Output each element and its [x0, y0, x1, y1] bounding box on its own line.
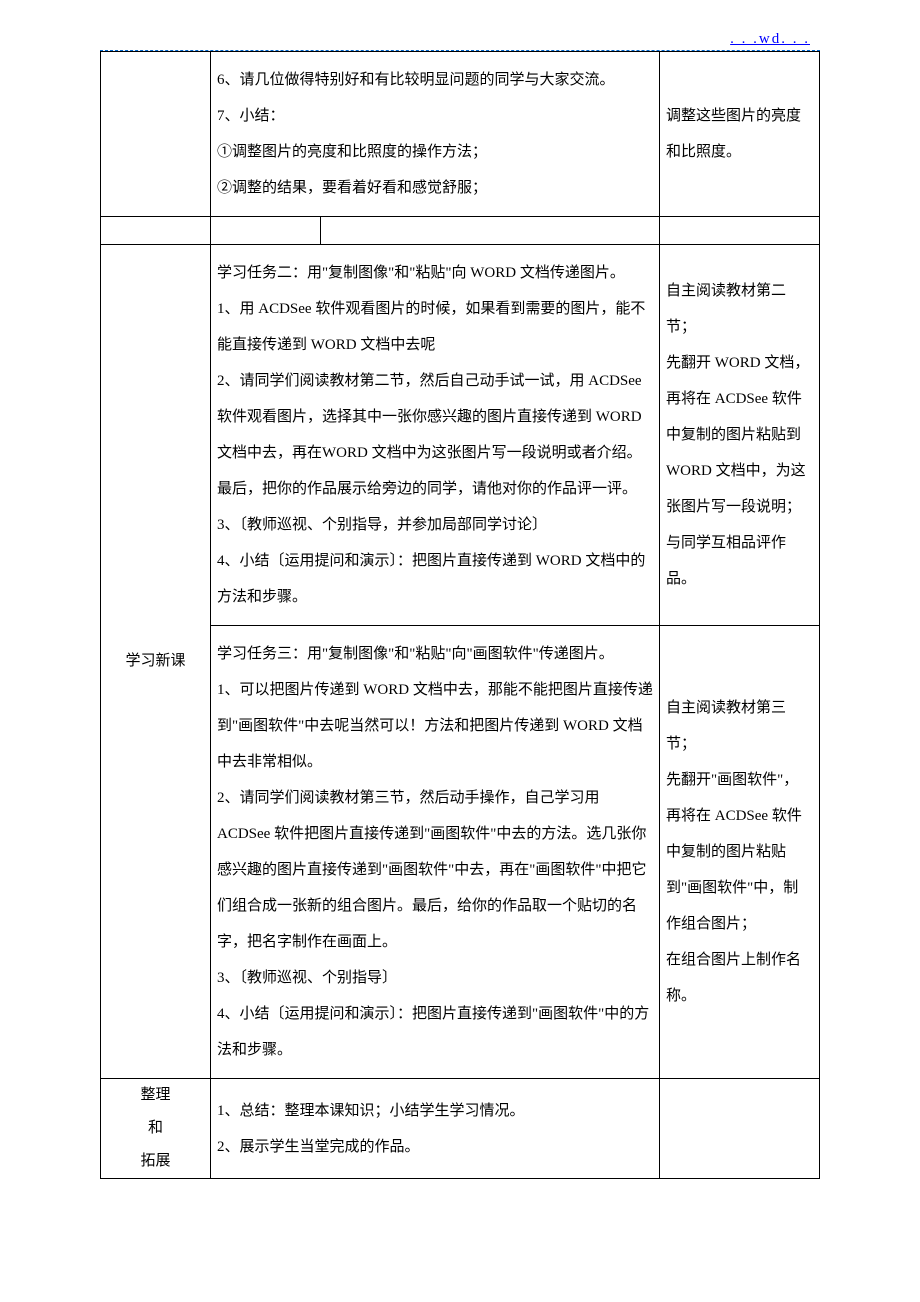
- row-label: 学习新课: [101, 245, 211, 1079]
- lesson-table: 6、请几位做得特别好和有比较明显问题的同学与大家交流。7、小结：①调整图片的亮度…: [100, 51, 820, 1179]
- page-header: . . .wd. . .: [100, 30, 820, 48]
- section3-mid: 1、总结：整理本课知识；小结学生学习情况。2、展示学生当堂完成的作品。: [211, 1083, 659, 1175]
- row-mid-cell: 6、请几位做得特别好和有比较明显问题的同学与大家交流。7、小结：①调整图片的亮度…: [211, 52, 660, 217]
- table-row: 整理和拓展 1、总结：整理本课知识；小结学生学习情况。2、展示学生当堂完成的作品…: [101, 1079, 820, 1179]
- row-label-empty: [101, 52, 211, 217]
- section2-mid-b: 学习任务三：用"复制图像"和"粘贴"向"画图软件"传递图片。1、可以把图片传递到…: [211, 626, 659, 1078]
- spacer-cell: [321, 217, 660, 245]
- spacer-row: [101, 217, 820, 245]
- row-right-cell: 自主阅读教材第三节；先翻开"画图软件"，再将在 ACDSee 软件中复制的图片粘…: [660, 626, 820, 1079]
- row-right-cell: 调整这些图片的亮度和比照度。: [660, 52, 820, 217]
- row-mid-cell: 1、总结：整理本课知识；小结学生学习情况。2、展示学生当堂完成的作品。: [211, 1079, 660, 1179]
- section2-right-b: 自主阅读教材第三节；先翻开"画图软件"，再将在 ACDSee 软件中复制的图片粘…: [660, 680, 819, 1024]
- spacer-cell: [660, 217, 820, 245]
- row-right-cell: [660, 1079, 820, 1179]
- section3-left: 整理和拓展: [101, 1079, 210, 1178]
- spacer-cell: [101, 217, 211, 245]
- section2-left: 学习新课: [101, 645, 210, 678]
- row-right-cell: 自主阅读教材第二节；先翻开 WORD 文档，再将在 ACDSee 软件中复制的图…: [660, 245, 820, 626]
- spacer-cell: [211, 217, 321, 245]
- section1-right: 调整这些图片的亮度和比照度。: [660, 88, 819, 180]
- section2-right-a: 自主阅读教材第二节；先翻开 WORD 文档，再将在 ACDSee 软件中复制的图…: [660, 263, 819, 607]
- table-row: 6、请几位做得特别好和有比较明显问题的同学与大家交流。7、小结：①调整图片的亮度…: [101, 52, 820, 217]
- section3-right: [660, 1119, 819, 1139]
- section1-mid: 6、请几位做得特别好和有比较明显问题的同学与大家交流。7、小结：①调整图片的亮度…: [211, 52, 659, 216]
- row-mid-cell: 学习任务二：用"复制图像"和"粘贴"向 WORD 文档传递图片。1、用 ACDS…: [211, 245, 660, 626]
- section2-mid-a: 学习任务二：用"复制图像"和"粘贴"向 WORD 文档传递图片。1、用 ACDS…: [211, 245, 659, 625]
- row-mid-cell: 学习任务三：用"复制图像"和"粘贴"向"画图软件"传递图片。1、可以把图片传递到…: [211, 626, 660, 1079]
- table-row: 学习新课 学习任务二：用"复制图像"和"粘贴"向 WORD 文档传递图片。1、用…: [101, 245, 820, 626]
- header-link[interactable]: . . .wd. . .: [730, 31, 810, 47]
- row-label: 整理和拓展: [101, 1079, 211, 1179]
